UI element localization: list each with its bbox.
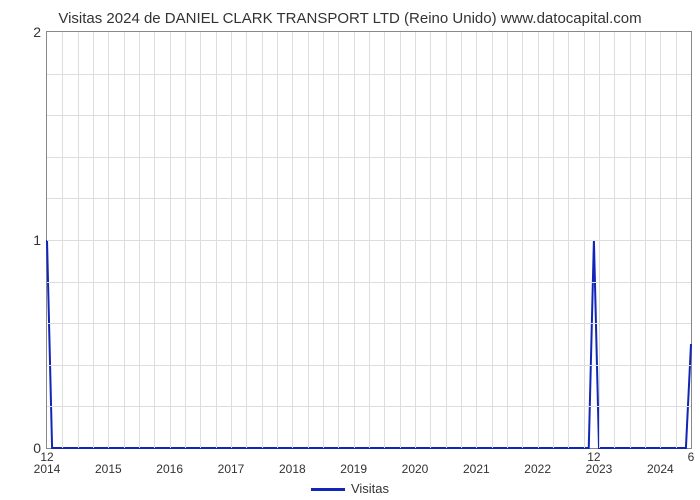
gridline-v [369, 32, 370, 448]
gridline-v [430, 32, 431, 448]
gridline-v [660, 32, 661, 448]
gridline-v [446, 32, 447, 448]
gridline-v [124, 32, 125, 448]
gridline-v [93, 32, 94, 448]
plot-area: 0122014201520162017201820192020202120222… [46, 31, 692, 449]
gridline-v [231, 32, 232, 448]
gridline-v [277, 32, 278, 448]
gridline-v [185, 32, 186, 448]
gridline-v [584, 32, 585, 448]
gridline-v [568, 32, 569, 448]
xtick-label: 2015 [95, 462, 122, 476]
gridline-v [292, 32, 293, 448]
gridline-v [323, 32, 324, 448]
xtick-label: 2017 [218, 462, 245, 476]
gridline-v [522, 32, 523, 448]
gridline-v [170, 32, 171, 448]
data-point-label: 6 [688, 450, 695, 464]
gridline-v [415, 32, 416, 448]
gridline-v [200, 32, 201, 448]
legend-swatch-visitas [311, 488, 345, 491]
xtick-label: 2023 [586, 462, 613, 476]
data-point-label: 12 [40, 450, 53, 464]
gridline-v [400, 32, 401, 448]
gridline-v [338, 32, 339, 448]
gridline-v [262, 32, 263, 448]
chart-title: Visitas 2024 de DANIEL CLARK TRANSPORT L… [0, 10, 700, 27]
xtick-label: 2020 [402, 462, 429, 476]
gridline-v [553, 32, 554, 448]
chart-container: Visitas 2024 de DANIEL CLARK TRANSPORT L… [0, 10, 700, 482]
gridline-v [154, 32, 155, 448]
gridline-v [78, 32, 79, 448]
xtick-label: 2024 [647, 462, 674, 476]
ytick-label: 2 [33, 24, 41, 40]
data-point-label: 12 [587, 450, 600, 464]
gridline-v [614, 32, 615, 448]
xtick-label: 2019 [340, 462, 367, 476]
gridline-v [62, 32, 63, 448]
gridline-v [461, 32, 462, 448]
gridline-v [538, 32, 539, 448]
xtick-label: 2022 [524, 462, 551, 476]
plot-wrap: 0122014201520162017201820192020202120222… [46, 31, 692, 449]
gridline-v [630, 32, 631, 448]
xtick-label: 2014 [34, 462, 61, 476]
gridline-v [645, 32, 646, 448]
ytick-label: 1 [33, 232, 41, 248]
legend-label-visitas: Visitas [351, 481, 389, 496]
gridline-v [246, 32, 247, 448]
gridline-v [108, 32, 109, 448]
gridline-v [384, 32, 385, 448]
gridline-v [507, 32, 508, 448]
xtick-label: 2016 [156, 462, 183, 476]
gridline-v [599, 32, 600, 448]
legend: Visitas [0, 481, 700, 496]
gridline-v [676, 32, 677, 448]
gridline-v [308, 32, 309, 448]
gridline-v [216, 32, 217, 448]
xtick-label: 2018 [279, 462, 306, 476]
gridline-v [492, 32, 493, 448]
gridline-v [354, 32, 355, 448]
xtick-label: 2021 [463, 462, 490, 476]
gridline-v [476, 32, 477, 448]
gridline-v [139, 32, 140, 448]
